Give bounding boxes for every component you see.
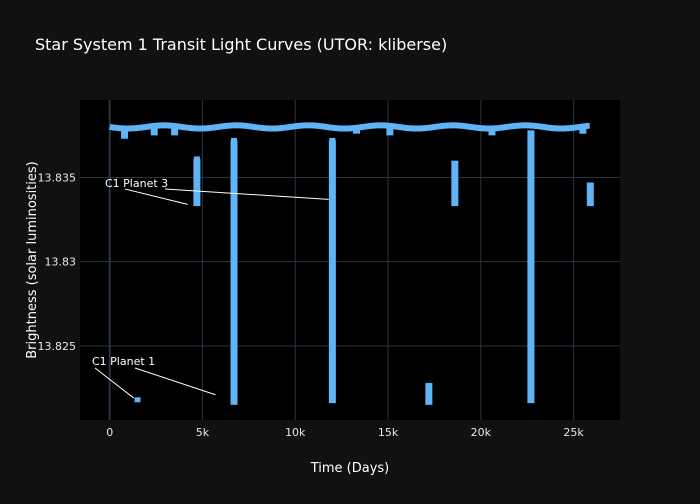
annotation-arrow xyxy=(134,367,216,396)
y-tick-label: 13.825 xyxy=(38,340,77,353)
data-point xyxy=(134,397,141,403)
data-point xyxy=(329,277,336,283)
data-point xyxy=(329,249,336,255)
x-tick-label: 0 xyxy=(106,426,113,439)
data-point xyxy=(527,294,534,300)
data-point xyxy=(527,247,534,253)
x-tick-label: 20k xyxy=(471,426,492,439)
data-point xyxy=(527,190,534,196)
transit-dip xyxy=(451,160,459,207)
data-points xyxy=(108,122,594,405)
x-tick-labels: 0 5k 10k 15k 20k 25k xyxy=(106,426,584,439)
annotation-arrow xyxy=(164,188,329,200)
data-point xyxy=(329,294,336,300)
data-point xyxy=(329,217,336,223)
transit-dip xyxy=(352,126,360,134)
data-point xyxy=(527,137,534,143)
annotation-label: C1 Planet 3 xyxy=(105,177,168,190)
annotation-arrow xyxy=(94,367,135,399)
transit-dip xyxy=(150,126,158,136)
annotations: C1 Planet 3 C1 Planet 1 xyxy=(92,177,329,399)
transit-dip xyxy=(579,126,587,134)
transit-dip xyxy=(425,382,433,405)
y-tick-label: 13.835 xyxy=(38,171,77,184)
y-axis-label: Brightness (solar luminosities) xyxy=(25,161,40,359)
annotation-arrow xyxy=(124,188,188,205)
transit-dip xyxy=(527,130,535,404)
data-point xyxy=(231,262,238,268)
transit-dip xyxy=(328,140,336,404)
data-point xyxy=(329,137,336,143)
y-tick-labels: 13.825 13.83 13.835 xyxy=(38,171,77,352)
y-tick-label: 13.83 xyxy=(45,256,77,269)
chart-title: Star System 1 Transit Light Curves (UTOR… xyxy=(35,35,447,54)
data-point xyxy=(527,272,534,278)
transit-dip xyxy=(230,140,238,405)
transit-dip xyxy=(193,158,201,207)
data-point xyxy=(527,163,534,169)
data-point xyxy=(231,321,238,327)
data-point xyxy=(231,137,238,143)
data-point xyxy=(231,338,238,344)
data-point xyxy=(527,220,534,226)
transit-dip xyxy=(488,126,496,136)
data-point xyxy=(329,178,336,184)
transit-dip xyxy=(171,126,179,136)
annotation-label: C1 Planet 1 xyxy=(92,355,155,368)
x-tick-label: 15k xyxy=(378,426,399,439)
data-point xyxy=(193,156,200,162)
transit-dip xyxy=(386,126,394,136)
transit-dip xyxy=(586,182,594,207)
data-point xyxy=(329,196,336,202)
data-point xyxy=(231,355,238,361)
plot-area xyxy=(80,100,620,420)
baseline-series xyxy=(108,122,592,132)
x-axis-label: Time (Days) xyxy=(310,461,390,476)
x-tick-label: 25k xyxy=(563,426,584,439)
x-tick-label: 10k xyxy=(285,426,306,439)
x-tick-label: 5k xyxy=(196,426,210,439)
transit-dip xyxy=(121,126,129,139)
data-point xyxy=(527,149,534,155)
data-point xyxy=(329,153,336,159)
